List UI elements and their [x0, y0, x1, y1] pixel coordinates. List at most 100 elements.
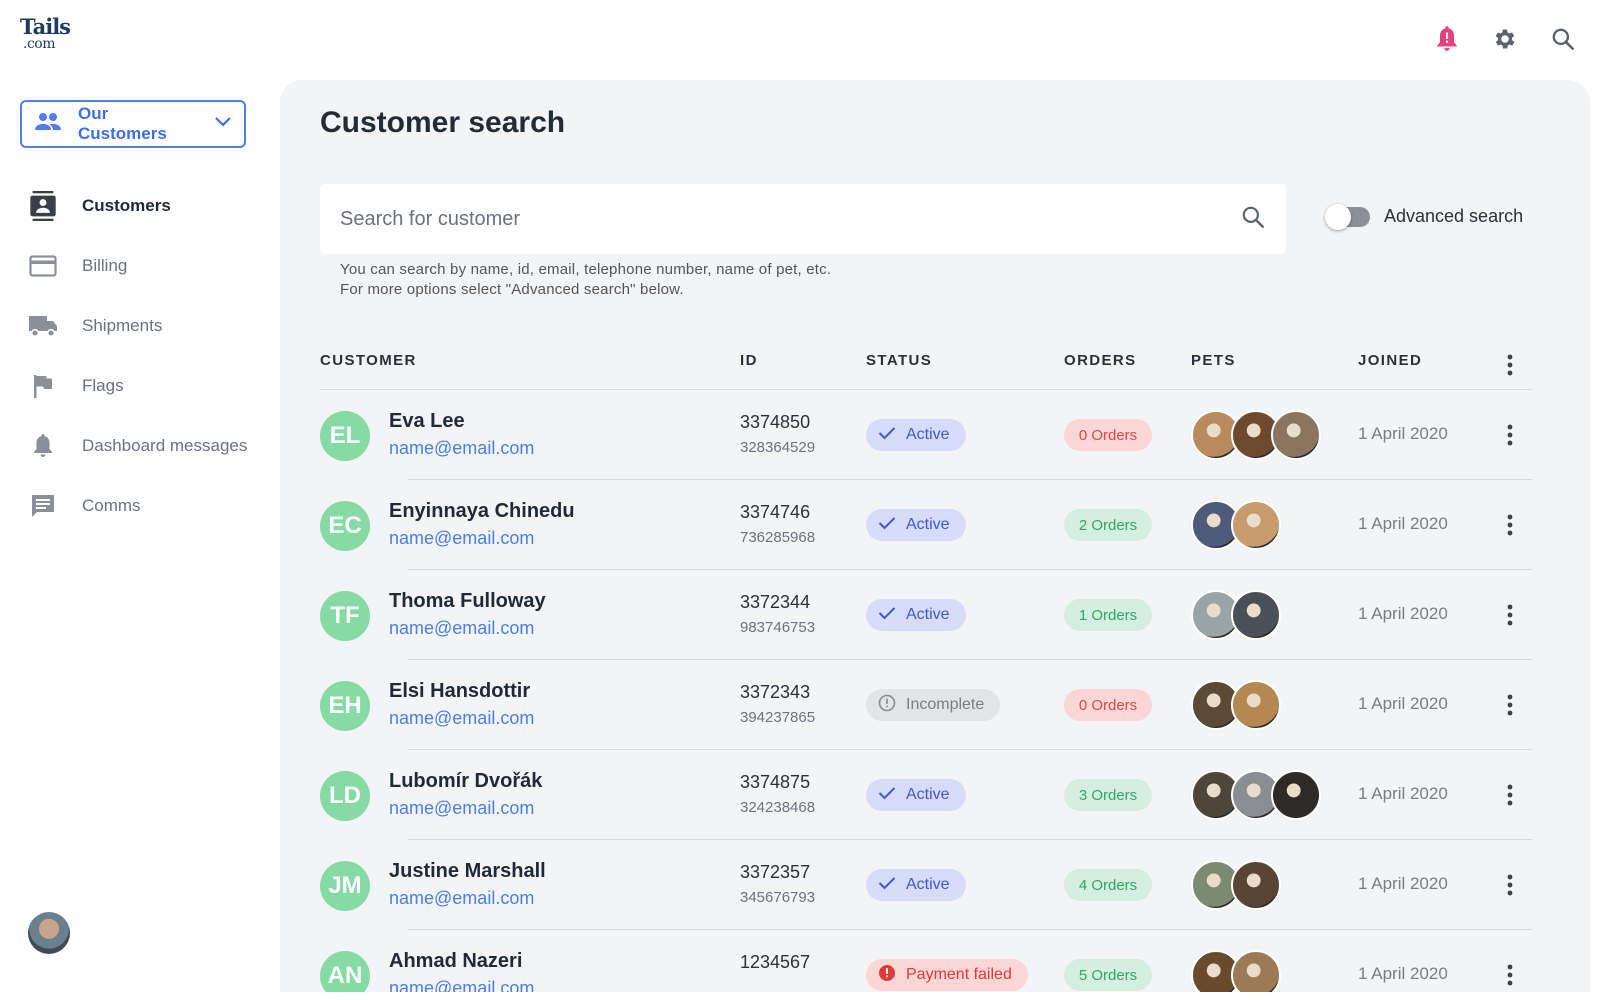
- table-row[interactable]: EL Eva Lee name@email.com 3374850 328364…: [320, 390, 1532, 480]
- orders-badge[interactable]: 4 Orders: [1064, 869, 1152, 901]
- pet-photo[interactable]: [1231, 950, 1281, 992]
- table-row[interactable]: EH Elsi Hansdottir name@email.com 337234…: [320, 660, 1532, 750]
- switcher-label: Our Customers: [78, 104, 167, 143]
- sidebar-item-flags[interactable]: Flags: [28, 356, 268, 416]
- customer-email-link[interactable]: name@email.com: [389, 528, 535, 548]
- table-header: CUSTOMER ID STATUS ORDERS PETS JOINED: [320, 340, 1532, 390]
- orders-badge[interactable]: 2 Orders: [1064, 509, 1152, 541]
- row-options-icon[interactable]: [1500, 960, 1520, 990]
- customer-name[interactable]: Eva Lee: [389, 410, 465, 432]
- customer-email-link[interactable]: name@email.com: [389, 978, 535, 992]
- orders-badge[interactable]: 1 Orders: [1064, 599, 1152, 631]
- sidebar-nav: Customers Billing Shipments Flags Dashbo…: [28, 176, 268, 536]
- search-icon[interactable]: [1240, 204, 1266, 235]
- customer-email-link[interactable]: name@email.com: [389, 618, 535, 638]
- pets-avatars: [1191, 680, 1281, 730]
- pet-photo[interactable]: [1231, 860, 1281, 910]
- row-options-icon[interactable]: [1500, 690, 1520, 720]
- row-options-icon[interactable]: [1500, 600, 1520, 630]
- flag-icon: [28, 373, 58, 399]
- customer-avatar: LD: [320, 771, 370, 821]
- contacts-icon: [28, 191, 58, 221]
- gear-icon[interactable]: [1490, 24, 1520, 54]
- advanced-search-toggle[interactable]: [1325, 203, 1370, 230]
- helper-line: For more options select "Advanced search…: [340, 281, 684, 298]
- status-label: Active: [906, 516, 950, 533]
- table-row[interactable]: TF Thoma Fulloway name@email.com 3372344…: [320, 570, 1532, 660]
- check-icon: [878, 606, 896, 625]
- row-options-icon[interactable]: [1500, 870, 1520, 900]
- check-icon: [878, 426, 896, 445]
- customer-email-link[interactable]: name@email.com: [389, 798, 535, 818]
- column-header-pets[interactable]: PETS: [1191, 352, 1236, 369]
- status-label: Active: [906, 876, 950, 893]
- table-row[interactable]: JM Justine Marshall name@email.com 33723…: [320, 840, 1532, 930]
- customer-sub-id: 324238468: [740, 799, 816, 816]
- orders-badge[interactable]: 0 Orders: [1064, 419, 1152, 451]
- table-row[interactable]: EC Enyinnaya Chinedu name@email.com 3374…: [320, 480, 1532, 570]
- status-badge: Active: [866, 419, 966, 451]
- row-options-icon[interactable]: [1500, 420, 1520, 450]
- row-options-icon[interactable]: [1500, 780, 1520, 810]
- row-options-icon[interactable]: [1500, 510, 1520, 540]
- column-header-joined[interactable]: JOINED: [1358, 352, 1423, 369]
- pet-photo[interactable]: [1191, 410, 1241, 460]
- sidebar-item-dashboard-messages[interactable]: Dashboard messages: [28, 416, 268, 476]
- customer-id: 3374875: [740, 772, 811, 792]
- pet-photo[interactable]: [1231, 680, 1281, 730]
- customer-name[interactable]: Thoma Fulloway: [389, 590, 546, 612]
- customer-name[interactable]: Justine Marshall: [389, 860, 546, 882]
- column-header-status[interactable]: STATUS: [866, 352, 933, 369]
- column-header-id[interactable]: ID: [740, 352, 758, 369]
- customer-avatar: EC: [320, 501, 370, 551]
- status-label: Active: [906, 606, 950, 623]
- customer-name[interactable]: Lubomír Dvořák: [389, 770, 543, 792]
- customer-email-link[interactable]: name@email.com: [389, 888, 535, 908]
- customer-email-link[interactable]: name@email.com: [389, 438, 535, 458]
- joined-date: 1 April 2020: [1358, 874, 1448, 893]
- sidebar-item-label: Shipments: [82, 316, 163, 335]
- main-panel: Customer search You can search by name, …: [280, 80, 1590, 992]
- customer-sub-id: 345676793: [740, 889, 816, 906]
- tails-logo[interactable]: Tails .com: [20, 16, 76, 60]
- organisation-switcher[interactable]: Our Customers: [20, 100, 246, 148]
- pet-photo[interactable]: [1271, 410, 1321, 460]
- sidebar-item-label: Dashboard messages: [82, 436, 248, 455]
- sidebar-item-customers[interactable]: Customers: [28, 176, 268, 236]
- table-row[interactable]: LD Lubomír Dvořák name@email.com 3374875…: [320, 750, 1532, 840]
- customer-id: 1234567: [740, 952, 811, 972]
- status-badge: Active: [866, 869, 966, 901]
- pet-photo[interactable]: [1231, 590, 1281, 640]
- advanced-search-toggle-group: Advanced search: [1325, 203, 1524, 230]
- sidebar-item-comms[interactable]: Comms: [28, 476, 268, 536]
- user-avatar[interactable]: [28, 912, 70, 954]
- orders-badge[interactable]: 3 Orders: [1064, 779, 1152, 811]
- pet-photo[interactable]: [1191, 680, 1241, 730]
- column-header-customer[interactable]: CUSTOMER: [320, 352, 417, 369]
- search-icon[interactable]: [1548, 24, 1578, 54]
- info-icon: [878, 694, 896, 717]
- sidebar-item-billing[interactable]: Billing: [28, 236, 268, 296]
- status-label: Payment failed: [906, 966, 1012, 983]
- customer-sub-id: 394237865: [740, 709, 816, 726]
- orders-badge[interactable]: 5 Orders: [1064, 959, 1152, 991]
- customer-search-input[interactable]: [340, 207, 1240, 231]
- customer-name[interactable]: Ahmad Nazeri: [389, 950, 523, 972]
- status-badge: Payment failed: [866, 959, 1028, 991]
- advanced-search-label: Advanced search: [1384, 206, 1524, 226]
- customer-name[interactable]: Elsi Hansdottir: [389, 680, 531, 702]
- customer-name[interactable]: Enyinnaya Chinedu: [389, 500, 575, 522]
- logo-sub: .com: [23, 36, 56, 52]
- pets-avatars: [1191, 770, 1321, 820]
- bell-icon[interactable]: [1432, 24, 1462, 54]
- orders-badge[interactable]: 0 Orders: [1064, 689, 1152, 721]
- sidebar-item-shipments[interactable]: Shipments: [28, 296, 268, 356]
- pet-photo[interactable]: [1271, 770, 1321, 820]
- column-header-orders[interactable]: ORDERS: [1064, 352, 1137, 369]
- pet-photo[interactable]: [1231, 500, 1281, 550]
- page-title: Customer search: [320, 106, 566, 139]
- status-label: Incomplete: [906, 696, 985, 713]
- column-options-icon[interactable]: [1500, 350, 1520, 380]
- customer-email-link[interactable]: name@email.com: [389, 708, 535, 728]
- table-row[interactable]: AN Ahmad Nazeri name@email.com 1234567 P…: [320, 930, 1532, 992]
